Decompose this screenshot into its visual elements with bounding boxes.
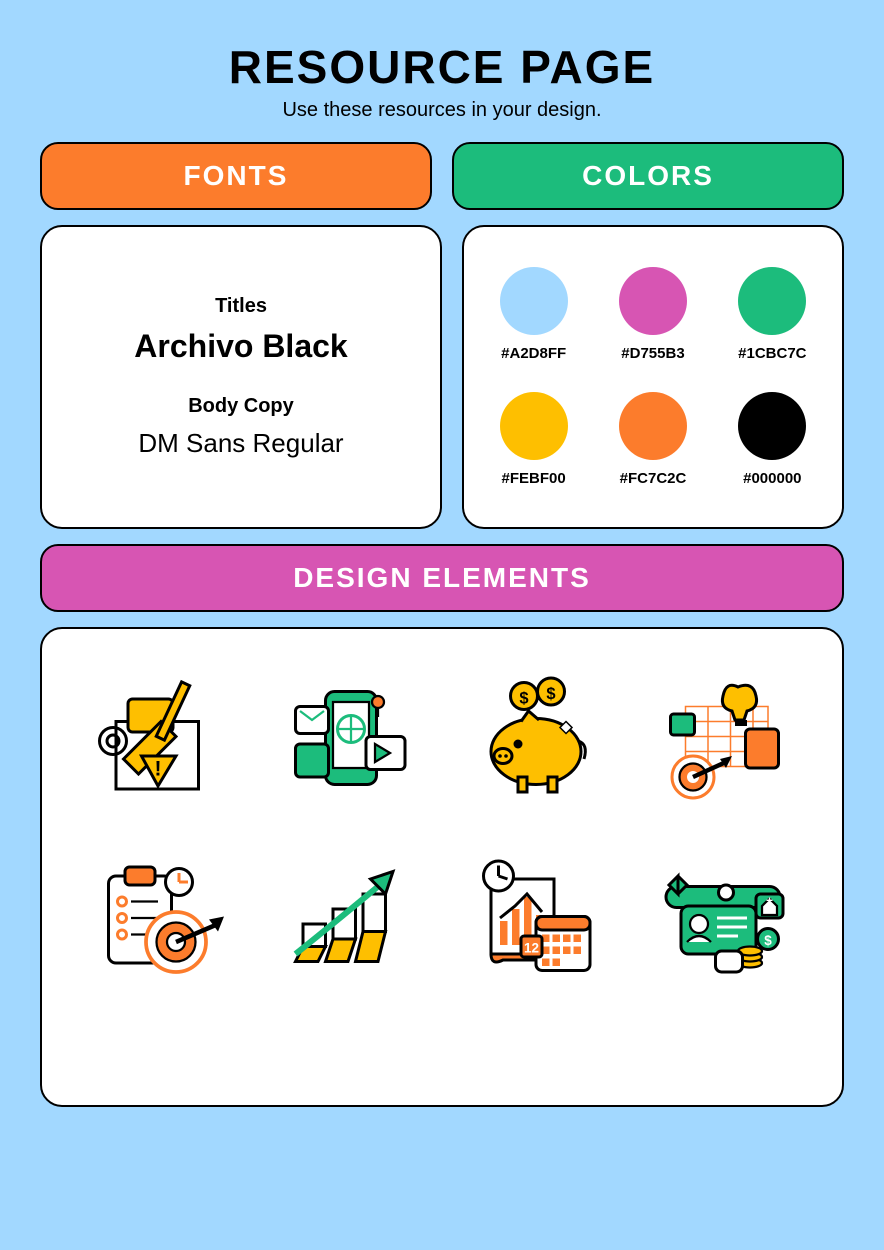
swatch-label: #000000 bbox=[738, 470, 806, 487]
swatch-circle bbox=[738, 392, 806, 460]
design-elements-header: DESIGN ELEMENTS bbox=[40, 544, 844, 612]
fonts-panel: Titles Archivo Black Body Copy DM Sans R… bbox=[40, 225, 442, 529]
swatch-circle bbox=[619, 267, 687, 335]
notes-pencil-icon: ! bbox=[82, 669, 240, 819]
titles-label: Titles bbox=[215, 295, 267, 318]
title-font-name: Archivo Black bbox=[134, 328, 347, 365]
page-header: RESOURCE PAGE Use these resources in you… bbox=[40, 40, 844, 122]
swatch-item: #FEBF00 bbox=[500, 392, 568, 487]
swatch-label: #D755B3 bbox=[619, 345, 687, 362]
mobile-apps-icon bbox=[270, 669, 428, 819]
svg-text:+: + bbox=[766, 894, 773, 908]
swatch-circle bbox=[619, 392, 687, 460]
swatch-circle bbox=[500, 267, 568, 335]
swatch-item: #A2D8FF bbox=[500, 267, 568, 362]
svg-text:$: $ bbox=[764, 933, 772, 948]
calendar-analytics-icon: 12 bbox=[457, 849, 615, 999]
body-font-name: DM Sans Regular bbox=[138, 428, 343, 459]
clipboard-target-icon bbox=[82, 849, 240, 999]
piggy-bank-icon: $ $ bbox=[457, 669, 615, 819]
colors-section-header: COLORS bbox=[452, 142, 844, 210]
svg-text:12: 12 bbox=[524, 941, 539, 956]
svg-text:$: $ bbox=[546, 685, 555, 703]
section-headers-row: FONTS COLORS bbox=[40, 142, 844, 210]
design-elements-panel: ! bbox=[40, 627, 844, 1107]
swatch-label: #FC7C2C bbox=[619, 470, 687, 487]
swatch-item: #1CBC7C bbox=[738, 267, 806, 362]
svg-text:!: ! bbox=[154, 758, 161, 781]
swatch-item: #FC7C2C bbox=[619, 392, 687, 487]
page-title: RESOURCE PAGE bbox=[40, 40, 844, 94]
swatch-grid: #A2D8FF #D755B3 #1CBC7C #FEBF00 #FC7C2C … bbox=[484, 267, 822, 487]
colors-panel: #A2D8FF #D755B3 #1CBC7C #FEBF00 #FC7C2C … bbox=[462, 225, 844, 529]
page-subtitle: Use these resources in your design. bbox=[40, 99, 844, 122]
swatch-item: #D755B3 bbox=[619, 267, 687, 362]
lightbulb-target-icon bbox=[645, 669, 803, 819]
swatch-item: #000000 bbox=[738, 392, 806, 487]
fonts-section-header: FONTS bbox=[40, 142, 432, 210]
growth-chart-icon bbox=[270, 849, 428, 999]
panels-row: Titles Archivo Black Body Copy DM Sans R… bbox=[40, 225, 844, 529]
svg-text:$: $ bbox=[519, 690, 528, 708]
swatch-label: #1CBC7C bbox=[738, 345, 806, 362]
id-card-icon: + $ bbox=[645, 849, 803, 999]
swatch-circle bbox=[500, 392, 568, 460]
swatch-circle bbox=[738, 267, 806, 335]
body-copy-label: Body Copy bbox=[188, 395, 294, 418]
elements-grid: ! bbox=[82, 669, 802, 999]
swatch-label: #FEBF00 bbox=[500, 470, 568, 487]
swatch-label: #A2D8FF bbox=[500, 345, 568, 362]
